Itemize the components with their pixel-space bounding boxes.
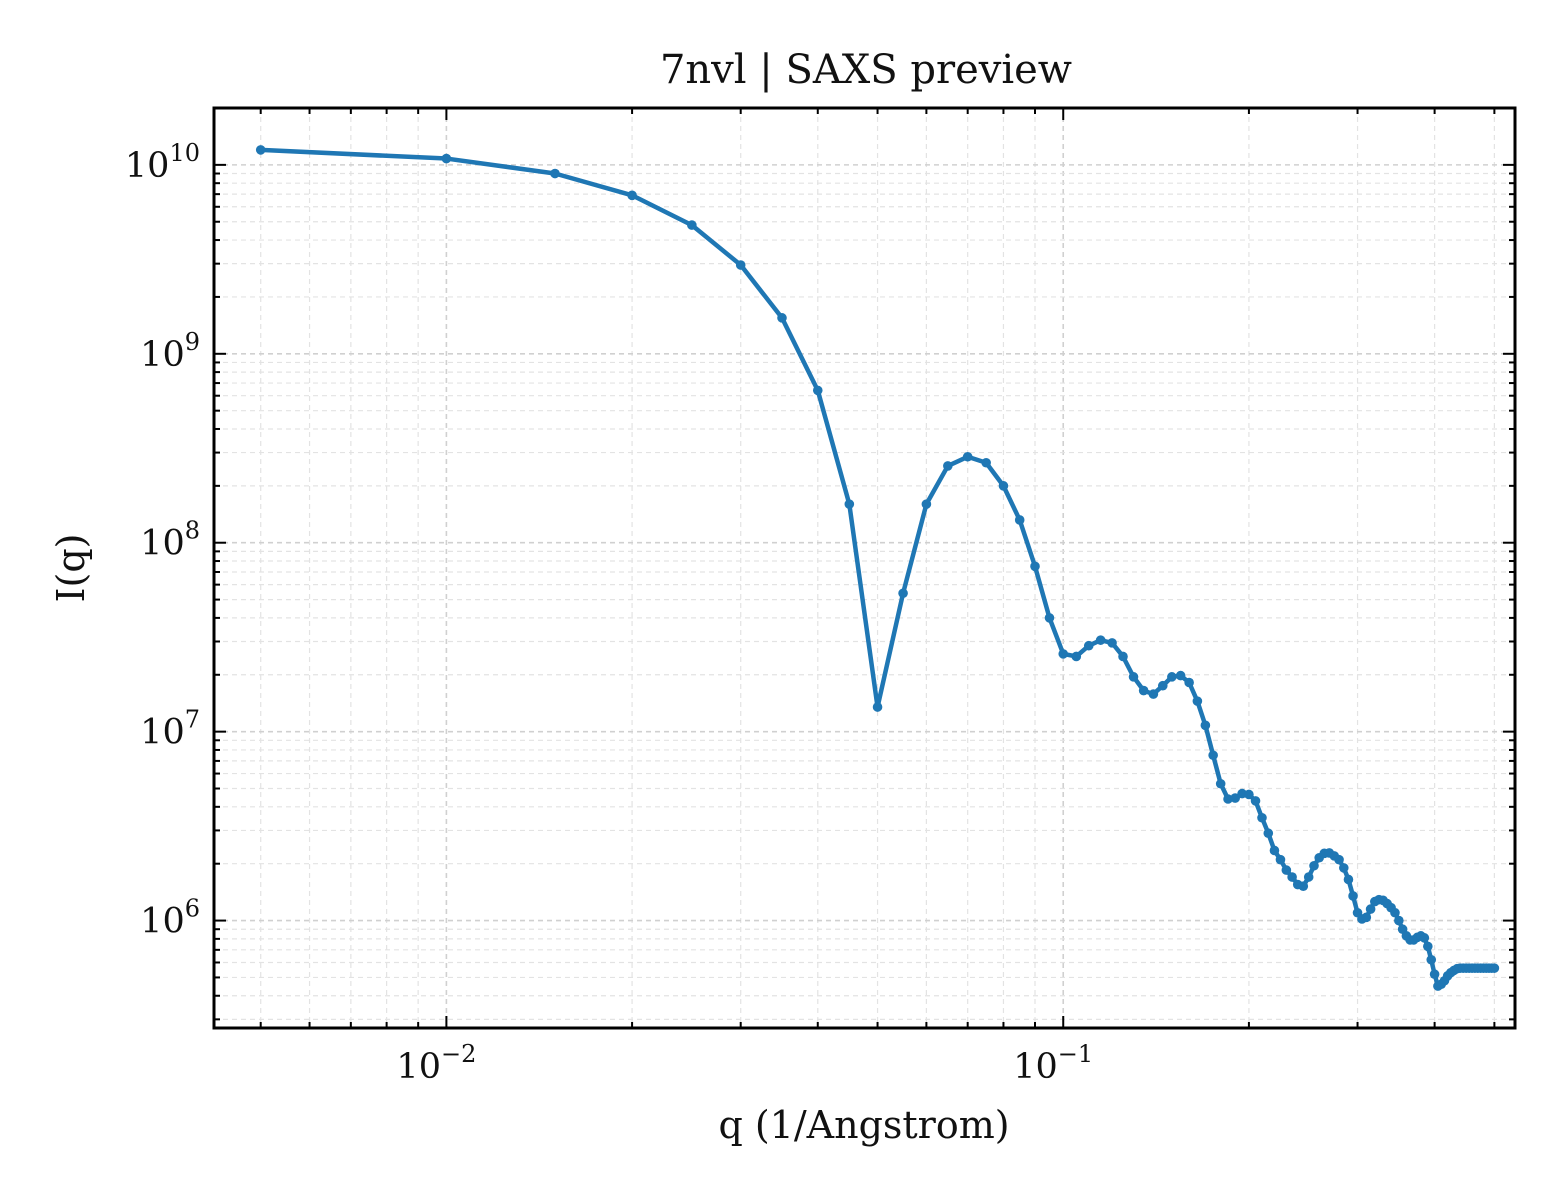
chart-title: 7nvl | SAXS preview xyxy=(660,47,1072,93)
y-tick-label-exponent: 7 xyxy=(185,706,200,734)
data-point xyxy=(1200,720,1211,731)
plot-frame xyxy=(212,106,1517,1030)
grid xyxy=(214,107,1515,1028)
data-point xyxy=(1107,638,1117,648)
data-point xyxy=(844,499,855,509)
data-point xyxy=(962,451,973,462)
data-point xyxy=(1339,863,1349,873)
data-point xyxy=(1138,685,1149,696)
y-tick-label: 109 xyxy=(140,328,200,375)
data-point xyxy=(1030,561,1040,572)
y-tick-label-exponent: 6 xyxy=(185,895,200,923)
data-point xyxy=(1361,912,1372,923)
data-point xyxy=(777,313,787,323)
data-point xyxy=(1230,793,1240,803)
x-tick-label: 10−1 xyxy=(1013,1040,1093,1087)
data-point xyxy=(921,499,932,509)
data-point xyxy=(1095,635,1106,645)
data-point xyxy=(1244,789,1254,800)
data-point xyxy=(1208,750,1218,761)
y-tick-label-base: 10 xyxy=(140,902,185,942)
data-point xyxy=(1394,915,1404,926)
data-point xyxy=(1215,778,1226,789)
data-point xyxy=(1423,941,1433,952)
data-point xyxy=(1118,651,1128,662)
data-point xyxy=(1429,969,1440,980)
data-point xyxy=(1083,640,1094,651)
data-point xyxy=(1071,651,1082,662)
y-tick-label-base: 10 xyxy=(125,146,170,186)
data-point xyxy=(1175,670,1186,681)
x-axis-label: q (1/Angstrom) xyxy=(718,1103,1009,1147)
data-point xyxy=(1128,672,1139,682)
y-tick-label: 106 xyxy=(140,895,200,942)
data-point xyxy=(1263,828,1274,839)
data-point xyxy=(898,588,908,599)
data-point xyxy=(441,153,452,164)
data-point xyxy=(1167,672,1177,682)
data-point xyxy=(735,260,746,270)
data-point xyxy=(1348,891,1358,901)
data-point xyxy=(1426,954,1437,965)
x-tick-label-exponent: −1 xyxy=(1058,1040,1093,1068)
data-point xyxy=(872,702,883,712)
data-point xyxy=(1192,696,1203,706)
x-tick-labels: 10−2 10−1 xyxy=(396,1040,1093,1087)
data-point xyxy=(627,190,637,201)
y-tick-label: 1010 xyxy=(125,139,200,186)
data-point xyxy=(1014,515,1025,525)
data-point xyxy=(981,457,991,468)
data-point xyxy=(1489,963,1500,973)
data-point xyxy=(1303,872,1314,882)
data-point xyxy=(1275,854,1286,865)
data-point xyxy=(1419,933,1430,943)
data-point xyxy=(1250,796,1261,806)
y-tick-label-base: 10 xyxy=(140,713,185,753)
data-point xyxy=(1184,677,1194,688)
data-point xyxy=(1365,904,1376,914)
x-tick-label-base: 10 xyxy=(1013,1047,1058,1087)
data-point xyxy=(1390,907,1400,918)
data-point xyxy=(998,481,1009,491)
y-tick-label-exponent: 10 xyxy=(169,139,200,167)
x-tick-label: 10−2 xyxy=(396,1040,476,1087)
y-axis-label: I(q) xyxy=(49,534,93,603)
data-point xyxy=(1343,874,1354,885)
data-point xyxy=(1334,854,1344,865)
data-point xyxy=(687,220,697,230)
x-tick-label-base: 10 xyxy=(396,1047,441,1087)
y-tick-label-base: 10 xyxy=(140,524,185,564)
series-layer xyxy=(255,145,1500,991)
x-tick-label-exponent: −2 xyxy=(441,1040,476,1068)
y-tick-label: 108 xyxy=(140,517,200,564)
data-point xyxy=(943,461,953,471)
data-point xyxy=(812,385,823,396)
data-point xyxy=(1044,613,1055,623)
y-tick-label: 107 xyxy=(140,706,200,753)
data-point xyxy=(255,145,266,155)
y-tick-label-base: 10 xyxy=(140,335,185,375)
data-point xyxy=(550,168,560,179)
minor-ticks xyxy=(214,107,1515,1028)
data-point xyxy=(1269,845,1280,856)
y-tick-label-exponent: 8 xyxy=(185,517,200,545)
data-point xyxy=(1309,860,1319,871)
y-tick-label-exponent: 9 xyxy=(185,328,200,356)
data-point xyxy=(1157,680,1168,691)
data-point xyxy=(1148,689,1159,699)
series-markers xyxy=(255,145,1500,991)
data-point xyxy=(1298,881,1309,892)
data-point xyxy=(1058,649,1069,659)
data-point xyxy=(1223,794,1233,804)
data-point xyxy=(1281,865,1292,875)
data-point xyxy=(1287,872,1297,882)
data-point xyxy=(1257,812,1267,823)
major-ticks xyxy=(214,108,1515,1028)
